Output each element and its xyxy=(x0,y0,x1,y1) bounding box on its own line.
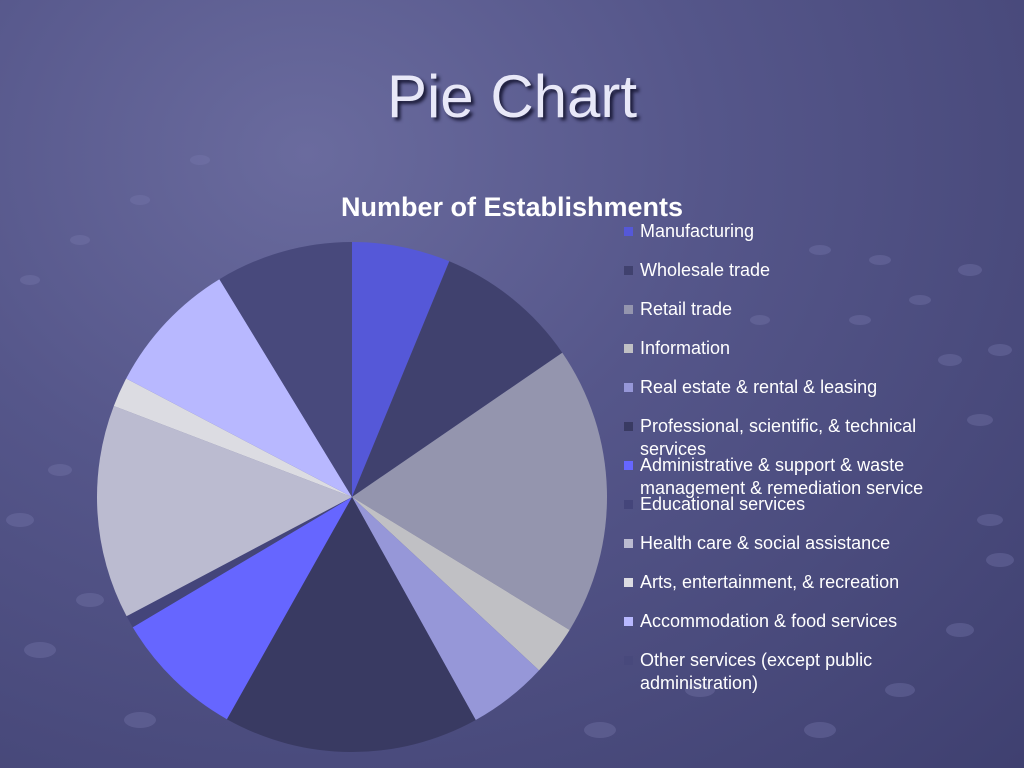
pie-slice-11 xyxy=(126,279,352,497)
legend-label: Administrative & support & waste managem… xyxy=(640,455,924,498)
legend-swatch xyxy=(624,656,633,665)
legend-swatch xyxy=(624,305,633,314)
legend-label: Professional, scientific, & technical se… xyxy=(640,416,917,459)
pie-slice-4 xyxy=(352,497,570,671)
pie-slice-2 xyxy=(352,261,563,497)
legend-swatch xyxy=(624,617,633,626)
pie-slice-5 xyxy=(352,497,540,720)
legend-label: Health care & social assistance xyxy=(640,533,891,553)
legend-swatch xyxy=(624,227,633,236)
chart-title: Number of Establishments xyxy=(340,192,684,222)
pie-slice-6 xyxy=(226,497,476,752)
legend-label: Manufacturing xyxy=(640,221,755,241)
pie-slice-3 xyxy=(352,352,608,630)
pie-slice-7 xyxy=(132,497,352,720)
legend-swatch xyxy=(624,422,633,431)
legend-label: Real estate & rental & leasing xyxy=(640,377,878,397)
legend-label: Wholesale trade xyxy=(640,260,771,280)
pie-slice-12 xyxy=(219,242,352,497)
pie-slice-9 xyxy=(96,405,353,617)
legend-swatch xyxy=(624,461,633,470)
pie-slice-8 xyxy=(126,497,352,628)
legend-swatch xyxy=(624,539,633,548)
legend-swatch xyxy=(624,383,633,392)
legend-swatch xyxy=(624,266,633,275)
slide-title: Pie Chart xyxy=(386,63,638,130)
legend-label: Retail trade xyxy=(640,299,733,319)
legend-label: Other services (except public administra… xyxy=(640,650,873,693)
legend-label: Arts, entertainment, & recreation xyxy=(640,572,900,592)
pie-slice-1 xyxy=(352,242,450,497)
legend-swatch xyxy=(624,500,633,509)
legend-label: Information xyxy=(640,338,731,358)
legend-swatch xyxy=(624,344,633,353)
legend-swatch xyxy=(624,578,633,587)
legend-label: Accommodation & food services xyxy=(640,611,898,631)
pie-slice-10 xyxy=(113,378,352,497)
legend-label: Educational services xyxy=(640,494,806,514)
